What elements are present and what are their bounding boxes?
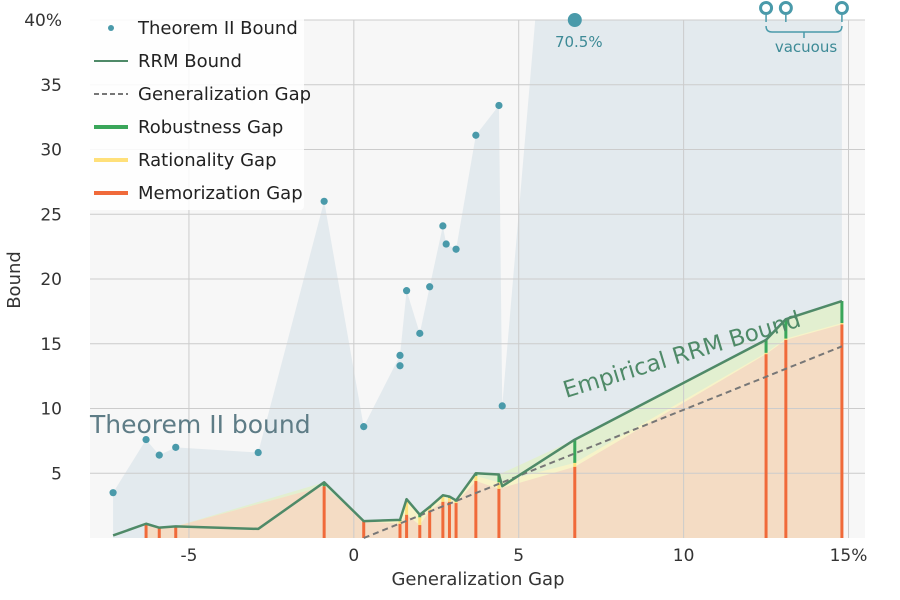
theorem-bound-point: [452, 245, 460, 253]
x-tick-label: 10: [673, 546, 695, 566]
theorem-bound-point: [155, 451, 163, 459]
legend-entry-label: Robustness Gap: [138, 117, 283, 138]
theorem-bound-point: [439, 222, 447, 230]
memorization-gap-area: [146, 324, 842, 538]
offscale-vacuous-point: [834, 1, 849, 15]
theorem-bound-point: [472, 131, 480, 139]
legend-entry-label: Generalization Gap: [138, 84, 311, 105]
theorem-bound-point: [360, 423, 368, 431]
offscale-vacuous-point: [759, 1, 774, 15]
x-axis-label: Generalization Gap: [391, 569, 564, 590]
theorem-bound-point: [109, 489, 117, 497]
y-tick-label: 5: [51, 464, 62, 484]
offscale-vacuous-point: [778, 1, 793, 15]
x-tick-label: 15%: [830, 546, 868, 566]
x-tick-label: 0: [348, 546, 359, 566]
x-tick-label: -5: [180, 546, 197, 566]
x-tick-label: 5: [513, 546, 524, 566]
offscale-point: [567, 13, 582, 27]
theorem-bound-annotation: Theorem II bound: [89, 410, 311, 439]
theorem-bound-point: [495, 101, 503, 110]
y-tick-label: 35: [40, 76, 62, 96]
y-tick-label: 30: [40, 141, 62, 161]
legend: Theorem II Bound RRM Bound Generalization …: [86, 10, 311, 210]
legend-entry-label: Memorization Gap: [138, 183, 303, 204]
theorem-bound-point: [498, 402, 506, 410]
vacuous-brace: [765, 25, 843, 38]
theorem-bound-point: [172, 443, 180, 451]
theorem-bound-point: [396, 362, 404, 370]
theorem-bound-point: [142, 435, 150, 444]
legend-entry-label: Theorem II Bound: [137, 18, 298, 39]
chart-series: 70.5% vacuous: [109, 1, 849, 539]
y-tick-label: 40%: [24, 11, 62, 31]
y-tick-label: 10: [40, 400, 62, 420]
legend-entry-label: Rationality Gap: [138, 150, 277, 171]
y-tick-label: 25: [40, 205, 62, 225]
generalization-gap-line: [363, 345, 843, 539]
vacuous-label: vacuous: [775, 38, 838, 56]
y-tick-label: 15: [40, 335, 62, 355]
theorem-bound-point: [402, 287, 411, 295]
legend-marker-dot: [108, 25, 114, 31]
rrm-bound-line: [112, 299, 843, 537]
theorem-bound-point: [442, 240, 450, 248]
y-tick-label: 20: [40, 270, 62, 290]
legend-entry-label: RRM Bound: [138, 51, 242, 72]
theorem-bound-point: [416, 329, 424, 337]
chart-ticks: -5 0 5 10 15% 5 10 15 20 25 30 35 40%: [24, 11, 867, 566]
theorem-bound-point: [320, 197, 328, 205]
theorem-bound-point: [254, 448, 262, 457]
offscale-value-label: 70.5%: [555, 33, 603, 51]
theorem-bound-point: [426, 283, 434, 291]
theorem-bound-point: [396, 351, 404, 360]
y-axis-label: Bound: [4, 251, 25, 309]
legend-box: [86, 10, 304, 210]
